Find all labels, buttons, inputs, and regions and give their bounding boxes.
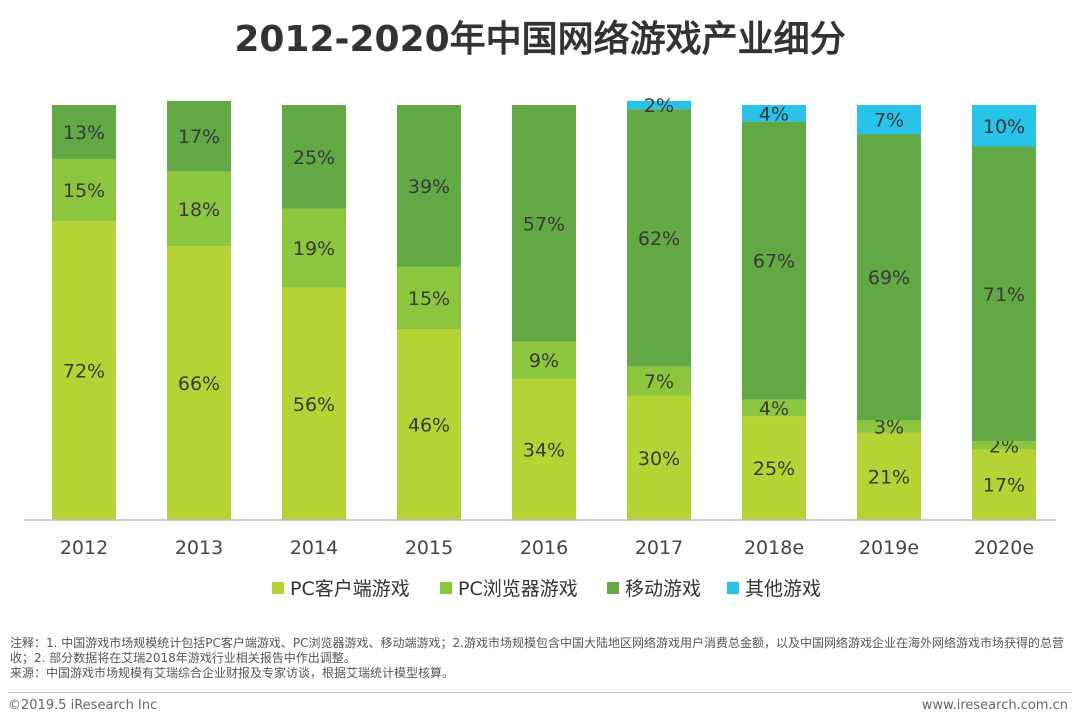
chart-title: 2012-2020年中国网络游戏产业细分 <box>234 19 846 60</box>
bar-segment-2013-s2 <box>167 100 231 172</box>
x-tick-label-2018e: 2018e <box>744 537 804 559</box>
data-label-2017-s1: 7% <box>644 371 674 393</box>
data-label-2014-s2: 25% <box>293 147 335 169</box>
data-label-2019e-s0: 21% <box>868 466 910 488</box>
data-label-2018e-s1: 4% <box>759 398 789 420</box>
bar-segment-2012-s2 <box>52 105 116 159</box>
bar-segment-2018e-s0 <box>742 416 806 520</box>
data-label-2013-s0: 66% <box>178 373 220 395</box>
data-label-2013-s1: 18% <box>178 199 220 221</box>
source-text: 来源：中国游戏市场规模有艾瑞综合企业财报及专家访谈，根据艾瑞统计模型核算。 <box>10 666 455 680</box>
data-label-2017-s0: 30% <box>638 448 680 470</box>
chart-notes: 注释：1. 中国游戏市场规模统计包括PC客户端游戏、PC浏览器游戏、移动端游戏；… <box>10 636 1072 681</box>
data-label-2012-s1: 15% <box>63 180 105 202</box>
bar-segment-2019e-s0 <box>857 432 921 520</box>
bar-segment-2018e-s1 <box>742 399 806 417</box>
bar-segment-2012-s0 <box>52 221 116 520</box>
legend-label-3: 其他游戏 <box>745 578 821 600</box>
bar-segment-2018e-s2 <box>742 121 806 400</box>
website-text: www.iresearch.com.cn <box>921 698 1068 713</box>
x-tick-label-2013: 2013 <box>175 537 223 559</box>
bar-segment-2012-s1 <box>52 158 116 222</box>
bar-segment-2020e-s1 <box>972 441 1036 450</box>
data-label-2020e-s0: 17% <box>983 475 1025 497</box>
bar-segment-2020e-s2 <box>972 146 1036 442</box>
bar-segment-2019e-s3 <box>857 105 921 135</box>
data-label-2019e-s2: 69% <box>868 267 910 289</box>
x-tick-label-2012: 2012 <box>60 537 108 559</box>
bar-segment-2015-s0 <box>397 329 461 520</box>
bar-segment-2016-s0 <box>512 378 576 520</box>
x-tick-label-2020e: 2020e <box>974 537 1034 559</box>
legend-swatch-3 <box>727 582 739 594</box>
legend-swatch-0 <box>272 582 284 594</box>
data-label-2017-s3: 2% <box>644 95 674 117</box>
x-tick-label-2014: 2014 <box>290 537 338 559</box>
bar-segment-2019e-s2 <box>857 134 921 421</box>
data-label-2015-s0: 46% <box>408 415 450 437</box>
bar-segment-2013-s1 <box>167 171 231 247</box>
x-tick-label-2019e: 2019e <box>859 537 919 559</box>
data-label-2020e-s2: 71% <box>983 284 1025 306</box>
bar-segment-2017-s2 <box>627 109 691 367</box>
data-label-2019e-s3: 7% <box>874 110 904 132</box>
data-label-2014-s1: 19% <box>293 238 335 260</box>
bar-segment-2017-s3 <box>627 100 691 110</box>
bar-segment-2017-s0 <box>627 395 691 520</box>
x-tick-label-2015: 2015 <box>405 537 453 559</box>
bar-segment-2014-s1 <box>282 208 346 288</box>
legend-label-2: 移动游戏 <box>625 578 701 600</box>
data-label-2016-s1: 9% <box>529 350 559 372</box>
x-tick-label-2017: 2017 <box>635 537 683 559</box>
data-label-2015-s1: 15% <box>408 288 450 310</box>
note-text: 注释：1. 中国游戏市场规模统计包括PC客户端游戏、PC浏览器游戏、移动端游戏；… <box>10 636 1064 665</box>
copyright-text: ©2019.5 iResearch Inc <box>8 698 158 713</box>
data-label-2018e-s2: 67% <box>753 251 795 273</box>
data-label-2014-s0: 56% <box>293 394 335 416</box>
data-label-2020e-s3: 10% <box>983 116 1025 138</box>
stacked-bar-chart: 72% 15% 13% 66% 18% 17% 56% 19% 25% 46% 15% 39% 34% 9… <box>24 95 1056 600</box>
footer-divider <box>8 692 1072 693</box>
bar-segment-2015-s2 <box>397 105 461 267</box>
data-label-2017-s2: 62% <box>638 228 680 250</box>
data-label-2018e-s3: 4% <box>759 103 789 125</box>
bar-segment-2019e-s1 <box>857 420 921 433</box>
bar-segment-2016-s1 <box>512 341 576 379</box>
data-label-2012-s0: 72% <box>63 361 105 383</box>
data-label-2016-s0: 34% <box>523 439 565 461</box>
x-tick-label-2016: 2016 <box>520 537 568 559</box>
bar-segment-2018e-s3 <box>742 105 806 122</box>
data-label-2012-s2: 13% <box>63 122 105 144</box>
legend-swatch-2 <box>607 582 619 594</box>
data-label-2019e-s1: 3% <box>874 417 904 439</box>
bar-segment-2014-s2 <box>282 105 346 209</box>
data-label-2015-s2: 39% <box>408 176 450 198</box>
bar-segment-2013-s0 <box>167 246 231 520</box>
legend-label-0: PC客户端游戏 <box>290 578 410 600</box>
legend-label-1: PC浏览器游戏 <box>458 578 578 600</box>
bar-segment-2015-s1 <box>397 266 461 330</box>
legend-swatch-1 <box>440 582 452 594</box>
bar-segment-2014-s0 <box>282 287 346 520</box>
data-label-2013-s2: 17% <box>178 126 220 148</box>
bar-segment-2016-s2 <box>512 105 576 342</box>
data-label-2018e-s0: 25% <box>753 458 795 480</box>
data-label-2016-s2: 57% <box>523 213 565 235</box>
bar-segment-2020e-s0 <box>972 449 1036 520</box>
bar-segment-2017-s1 <box>627 366 691 396</box>
bar-segment-2020e-s3 <box>972 105 1036 147</box>
